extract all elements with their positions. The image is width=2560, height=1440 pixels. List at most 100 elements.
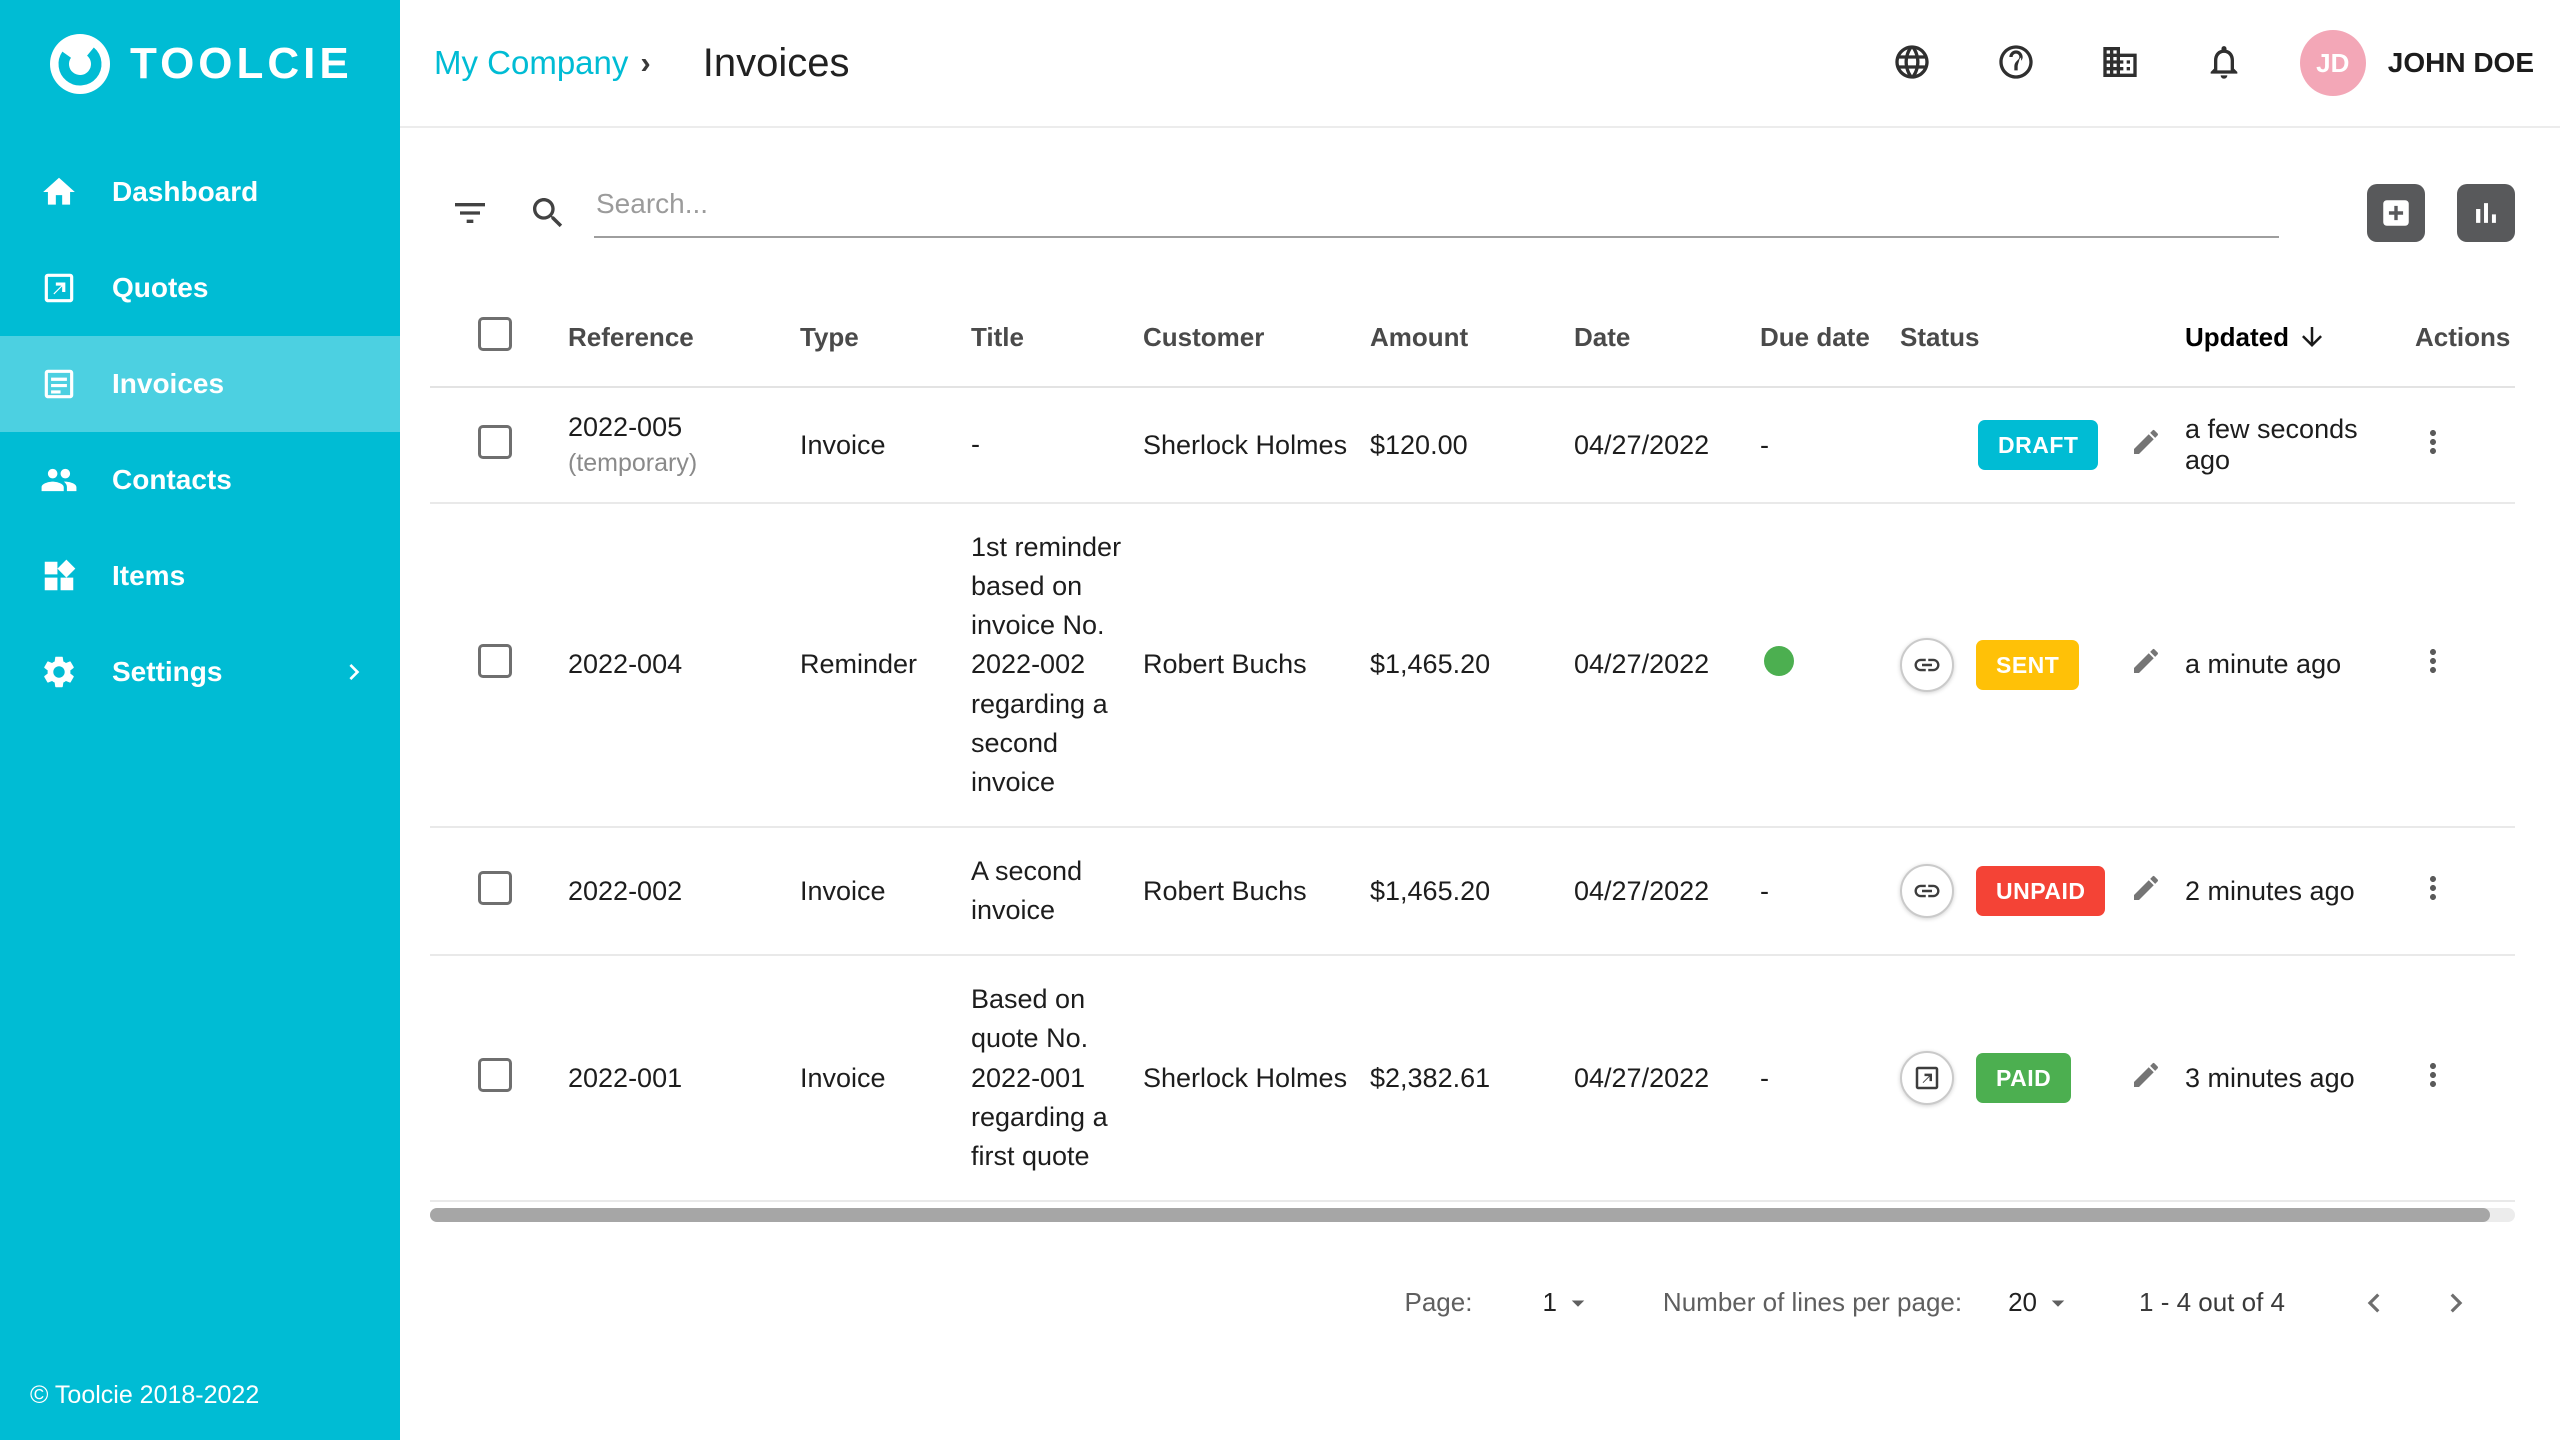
page-select[interactable]: 1 xyxy=(1542,1287,1592,1318)
date: 04/27/2022 xyxy=(1574,429,1710,460)
type: Invoice xyxy=(800,429,886,460)
column-header-type[interactable]: Type xyxy=(800,321,859,352)
company-icon xyxy=(2100,42,2140,85)
table-row: 2022-005 (temporary) Invoice - Sherlock … xyxy=(430,388,2515,504)
column-header-date[interactable]: Date xyxy=(1574,321,1631,352)
edit-button[interactable] xyxy=(2130,1059,2162,1091)
title: 1st reminder based on invoice No. 2022-0… xyxy=(971,532,1122,797)
pencil-icon xyxy=(2130,426,2162,458)
row-actions-button[interactable] xyxy=(2415,1057,2451,1093)
pencil-icon xyxy=(2130,645,2162,677)
title: A second invoice xyxy=(971,855,1083,926)
company-button[interactable] xyxy=(2088,31,2152,95)
edit-button[interactable] xyxy=(2130,645,2162,677)
more-vert-icon xyxy=(2415,424,2451,460)
next-page-button[interactable] xyxy=(2437,1284,2475,1322)
edit-button[interactable] xyxy=(2130,872,2162,904)
sidebar-item-settings[interactable]: Settings xyxy=(0,624,400,720)
previous-page-button[interactable] xyxy=(2355,1284,2393,1322)
filter-button[interactable] xyxy=(450,193,490,233)
breadcrumb-separator-icon: › xyxy=(640,45,651,80)
edit-button[interactable] xyxy=(2130,426,2162,458)
column-header-due-date[interactable]: Due date xyxy=(1760,321,1870,352)
pagination: Page: 1 Number of lines per page: 20 1 -… xyxy=(430,1284,2515,1322)
status-badge: DRAFT xyxy=(1978,420,2099,470)
horizontal-scrollbar[interactable] xyxy=(430,1207,2490,1222)
column-header-updated[interactable]: Updated xyxy=(2185,322,2375,353)
help-button[interactable] xyxy=(1984,31,2048,95)
avatar[interactable]: JD xyxy=(2299,30,2366,96)
help-icon xyxy=(1996,42,2036,85)
date: 04/27/2022 xyxy=(1574,875,1710,906)
row-checkbox[interactable] xyxy=(478,1057,512,1092)
breadcrumb-company[interactable]: My Company xyxy=(434,44,629,81)
row-actions-button[interactable] xyxy=(2415,643,2451,679)
quote-icon xyxy=(1912,1063,1942,1093)
column-header-customer[interactable]: Customer xyxy=(1143,321,1265,352)
chevron-right-icon xyxy=(2437,1284,2475,1322)
sidebar-item-dashboard[interactable]: Dashboard xyxy=(0,144,400,240)
notifications-button[interactable] xyxy=(2192,31,2256,95)
sort-desc-icon[interactable] xyxy=(2297,322,2327,352)
amount: $1,465.20 xyxy=(1370,875,1491,906)
linked-quote-button[interactable] xyxy=(1900,1051,1954,1106)
sidebar: TOOLCIE Dashboard Quotes Invoices xyxy=(0,0,400,1440)
more-vert-icon xyxy=(2415,870,2451,906)
type: Reminder xyxy=(800,649,918,680)
column-header-actions: Actions xyxy=(2415,321,2511,352)
customer: Sherlock Holmes xyxy=(1143,1062,1348,1093)
select-all-checkbox[interactable] xyxy=(478,316,512,351)
lines-per-page-select[interactable]: 20 xyxy=(2008,1287,2073,1318)
column-header-title[interactable]: Title xyxy=(971,321,1024,352)
page-label: Page: xyxy=(1404,1287,1473,1318)
status-badge: SENT xyxy=(1976,639,2080,690)
due-date: - xyxy=(1760,429,1769,460)
contacts-icon xyxy=(40,461,78,499)
updated: a few seconds ago xyxy=(2185,414,2358,475)
sidebar-item-quotes[interactable]: Quotes xyxy=(0,240,400,336)
stats-icon xyxy=(2469,196,2503,230)
status-badge: UNPAID xyxy=(1976,866,2106,917)
items-icon xyxy=(40,557,78,595)
table-row: 2022-002 Invoice A second invoice Robert… xyxy=(430,828,2515,957)
sidebar-item-label: Settings xyxy=(112,656,223,687)
table-row: 2022-001 Invoice Based on quote No. 2022… xyxy=(430,956,2515,1202)
column-header-reference[interactable]: Reference xyxy=(568,321,694,352)
stats-button[interactable] xyxy=(2457,184,2515,242)
linked-invoice-button[interactable] xyxy=(1900,637,1954,692)
add-invoice-button[interactable] xyxy=(2367,184,2425,242)
column-header-status[interactable]: Status xyxy=(1900,321,1980,352)
row-checkbox[interactable] xyxy=(478,644,512,679)
logo[interactable]: TOOLCIE xyxy=(0,0,400,128)
language-button[interactable] xyxy=(1880,31,1944,95)
search-input[interactable] xyxy=(594,188,2279,238)
due-date: - xyxy=(1760,875,1769,906)
lines-per-page-label: Number of lines per page: xyxy=(1662,1287,1963,1318)
column-header-amount[interactable]: Amount xyxy=(1370,321,1469,352)
add-icon xyxy=(2379,196,2413,230)
page-title: Invoices xyxy=(702,40,850,85)
reference: 2022-002 xyxy=(568,875,683,906)
table-toolbar xyxy=(430,184,2515,242)
linked-invoice-button[interactable] xyxy=(1900,864,1954,919)
topbar: My Company › Invoices xyxy=(400,0,2560,128)
sidebar-item-items[interactable]: Items xyxy=(0,528,400,624)
horizontal-scrollbar-track[interactable] xyxy=(430,1207,2515,1222)
reference: 2022-005 xyxy=(568,412,683,442)
row-actions-button[interactable] xyxy=(2415,870,2451,906)
user-name[interactable]: JOHN DOE xyxy=(2387,47,2534,78)
logo-text: TOOLCIE xyxy=(130,39,353,88)
row-actions-button[interactable] xyxy=(2415,424,2451,460)
more-vert-icon xyxy=(2415,643,2451,679)
pagination-range: 1 - 4 out of 4 xyxy=(2139,1287,2285,1318)
amount: $1,465.20 xyxy=(1370,649,1491,680)
search-button[interactable] xyxy=(528,193,568,233)
title: - xyxy=(971,429,980,460)
sidebar-item-invoices[interactable]: Invoices xyxy=(0,336,400,432)
row-checkbox[interactable] xyxy=(478,424,512,459)
row-checkbox[interactable] xyxy=(478,870,512,905)
sidebar-item-contacts[interactable]: Contacts xyxy=(0,432,400,528)
toolcie-logo-icon xyxy=(50,34,110,94)
sidebar-item-label: Invoices xyxy=(112,368,225,399)
due-date-dot xyxy=(1764,646,1794,677)
